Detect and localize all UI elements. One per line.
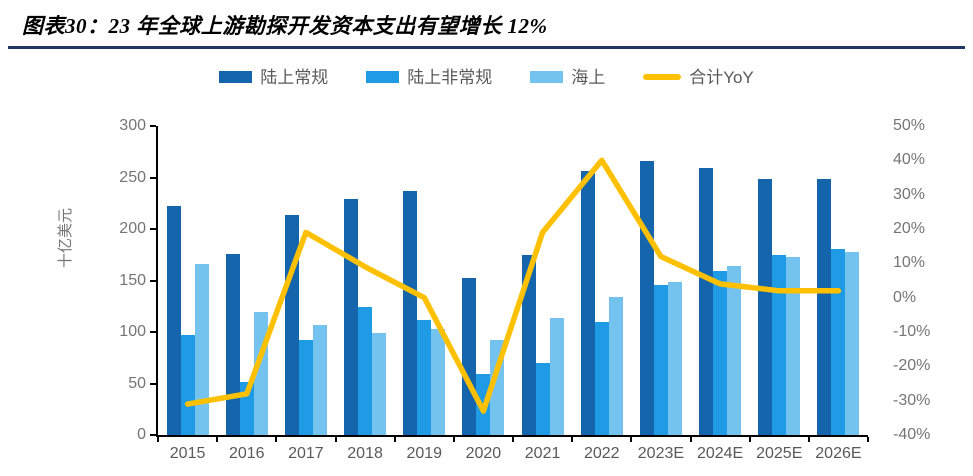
y-axis-tick bbox=[150, 434, 156, 436]
y-axis-tick-label: 50 bbox=[128, 374, 146, 392]
bar-陆上常规-2017 bbox=[284, 214, 299, 435]
right-axis-tick-label: -30% bbox=[893, 391, 931, 409]
bar-陆上非常规-2015 bbox=[180, 335, 195, 435]
legend-swatch-icon bbox=[219, 71, 253, 83]
x-axis-tick bbox=[748, 437, 751, 442]
legend-label: 合计YoY bbox=[689, 67, 754, 87]
right-axis-tick-label: 40% bbox=[893, 151, 926, 169]
bar-海上-2025E bbox=[786, 256, 801, 435]
x-axis-category-label: 2024E bbox=[696, 445, 744, 462]
y-axis-tick bbox=[150, 382, 156, 385]
bar-陆上非常规-2018 bbox=[358, 307, 373, 435]
bar-陆上常规-2026E bbox=[817, 178, 832, 435]
x-axis-tick bbox=[393, 437, 396, 442]
y-axis-tick-label: 100 bbox=[119, 323, 146, 340]
bar-陆上常规-2022 bbox=[580, 171, 595, 435]
x-axis-tick bbox=[157, 437, 159, 442]
bar-陆上非常规-2021 bbox=[535, 362, 550, 435]
y-axis-tick bbox=[150, 228, 156, 230]
right-axis-tick-label: -40% bbox=[893, 426, 931, 443]
bar-陆上常规-2024E bbox=[699, 168, 714, 435]
x-axis-tick bbox=[334, 437, 337, 442]
bar-陆上常规-2025E bbox=[758, 178, 773, 435]
legend-item-3: 合计YoY bbox=[643, 69, 754, 86]
legend-label: 陆上常规 bbox=[260, 67, 329, 87]
right-axis-tick-label: 30% bbox=[893, 185, 926, 203]
bar-陆上非常规-2026E bbox=[831, 248, 846, 435]
y-axis-tick bbox=[150, 279, 156, 282]
bar-海上-2022 bbox=[608, 296, 623, 435]
bar-海上-2024E bbox=[727, 266, 742, 435]
legend-swatch-icon bbox=[643, 74, 682, 80]
bar-海上-2026E bbox=[845, 251, 860, 435]
right-axis-tick-label: 50% bbox=[893, 117, 926, 134]
x-axis-category-label: 2020 bbox=[465, 445, 502, 462]
y-axis-tick-label: 200 bbox=[119, 220, 146, 237]
y-axis-tick-label: 150 bbox=[119, 271, 146, 289]
y-axis-tick-label: 0 bbox=[137, 426, 146, 443]
bar-陆上常规-2021 bbox=[521, 254, 536, 435]
y-axis-tick bbox=[150, 125, 156, 127]
legend-label: 陆上非常规 bbox=[407, 67, 493, 87]
x-axis-category-label: 2022 bbox=[583, 445, 620, 462]
chart-legend: 陆上常规 陆上非常规 海上 合计YoY bbox=[0, 66, 973, 88]
x-axis-tick bbox=[512, 437, 514, 442]
x-axis-tick bbox=[630, 437, 633, 442]
x-axis-category-label: 2021 bbox=[524, 445, 561, 462]
right-axis-tick-label: 0% bbox=[893, 288, 917, 306]
y-axis-tick-label: 300 bbox=[119, 117, 146, 134]
bar-陆上非常规-2022 bbox=[594, 321, 609, 435]
figure-title: 图表30：23 年全球上游勘探开发资本支出有望增长 12% bbox=[22, 14, 548, 38]
bar-陆上非常规-2023E bbox=[653, 284, 668, 435]
x-axis-tick bbox=[452, 437, 455, 442]
bar-陆上非常规-2019 bbox=[417, 319, 432, 435]
bar-陆上非常规-2025E bbox=[772, 254, 787, 435]
x-axis-category-label: 2025E bbox=[756, 445, 803, 462]
legend-item-0: 陆上常规 bbox=[219, 69, 328, 86]
bar-海上-2018 bbox=[372, 333, 387, 435]
y-axis-tick-label: 250 bbox=[119, 168, 146, 186]
bar-陆上常规-2016 bbox=[225, 253, 240, 435]
bar-海上-2019 bbox=[431, 328, 446, 435]
right-axis-tick-label: -10% bbox=[893, 323, 931, 340]
legend-label: 海上 bbox=[571, 67, 606, 87]
bar-海上-2017 bbox=[312, 324, 327, 435]
x-axis-tick bbox=[216, 437, 219, 442]
x-axis-category-label: 2018 bbox=[347, 445, 383, 462]
bar-陆上常规-2015 bbox=[166, 206, 181, 435]
right-axis-tick-label: 10% bbox=[893, 254, 926, 272]
right-axis-tick-label: -20% bbox=[893, 357, 931, 375]
title-underline bbox=[8, 46, 965, 49]
bar-海上-2021 bbox=[549, 317, 564, 435]
y-axis-tick bbox=[150, 331, 156, 333]
x-axis-tick bbox=[275, 437, 278, 442]
x-axis-tick bbox=[807, 437, 810, 442]
x-axis-category-label: 2017 bbox=[288, 445, 324, 462]
bar-海上-2023E bbox=[667, 281, 682, 435]
bar-陆上常规-2019 bbox=[403, 190, 418, 435]
x-axis-category-label: 2016 bbox=[228, 445, 265, 462]
x-axis-category-label: 2023E bbox=[637, 445, 685, 462]
bar-陆上非常规-2017 bbox=[298, 340, 313, 435]
x-axis-tick bbox=[571, 437, 574, 442]
y-axis-line bbox=[156, 126, 158, 437]
x-axis-category-label: 2015 bbox=[169, 445, 206, 462]
y-axis-tick bbox=[150, 176, 156, 179]
bar-海上-2015 bbox=[194, 264, 209, 435]
right-axis-tick-label: 20% bbox=[893, 220, 926, 237]
x-axis-tick bbox=[867, 437, 869, 442]
legend-item-2: 海上 bbox=[530, 69, 605, 86]
legend-item-1: 陆上非常规 bbox=[366, 69, 492, 86]
x-axis-tick bbox=[689, 437, 692, 442]
legend-swatch-icon bbox=[530, 71, 564, 83]
total-yoy-polyline bbox=[184, 157, 842, 414]
x-axis-line bbox=[156, 435, 868, 437]
x-axis-category-label: 2019 bbox=[406, 445, 443, 462]
legend-swatch-icon bbox=[366, 71, 400, 83]
bar-陆上非常规-2024E bbox=[713, 271, 728, 435]
x-axis-category-label: 2026E bbox=[815, 445, 862, 462]
